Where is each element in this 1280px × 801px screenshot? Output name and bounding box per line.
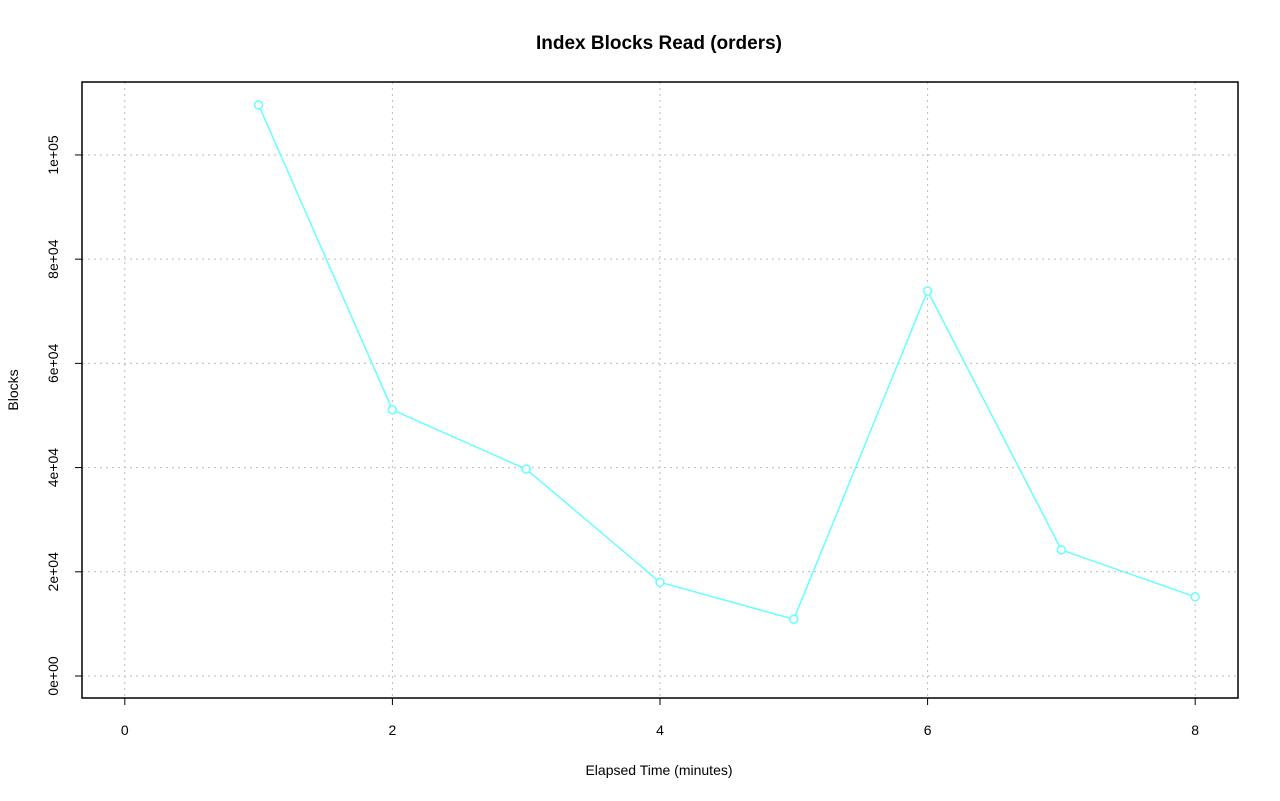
x-tick-label: 8	[1191, 722, 1199, 738]
plot-frame	[81, 81, 1239, 699]
y-tick-label: 6e+04	[45, 344, 61, 384]
data-point	[789, 614, 799, 624]
series-line	[257, 104, 1196, 621]
y-tick-label: 0e+00	[45, 656, 61, 696]
y-tick-label: 8e+04	[45, 239, 61, 279]
chart-title: Index Blocks Read (orders)	[536, 33, 782, 54]
data-point	[387, 404, 398, 415]
y-tick-label: 1e+05	[45, 135, 61, 175]
x-tick-label: 0	[121, 722, 129, 738]
data-point	[521, 464, 531, 474]
y-tick-label: 4e+04	[45, 448, 61, 488]
x-tick-label: 2	[389, 722, 397, 738]
x-tick-label: 6	[924, 722, 932, 738]
y-tick-label: 2e+04	[45, 552, 61, 592]
data-point	[655, 577, 665, 587]
data-point	[922, 286, 933, 296]
data-point	[1190, 592, 1200, 602]
x-axis-label: Elapsed Time (minutes)	[585, 762, 732, 778]
data-point	[253, 100, 264, 110]
data-point	[1056, 545, 1067, 555]
x-tick-label: 4	[656, 722, 664, 738]
y-axis-label: Blocks	[5, 369, 21, 410]
